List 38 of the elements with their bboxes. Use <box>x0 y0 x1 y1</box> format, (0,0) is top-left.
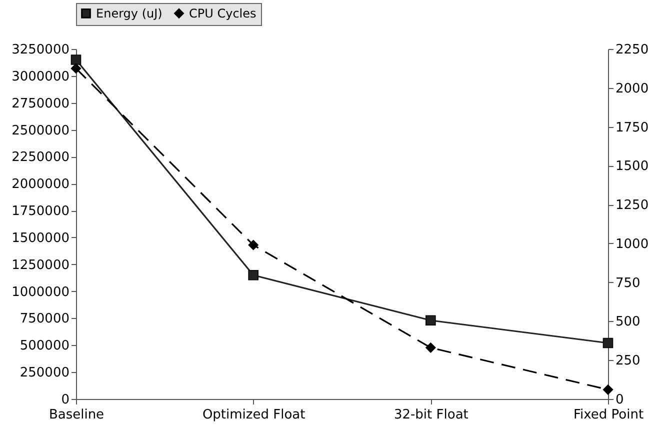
x-tick-label: 32-bit Float <box>394 408 468 422</box>
y-tick-label: 1000000 <box>12 284 70 300</box>
y2-tick-label: 1000 <box>616 236 649 252</box>
y-tick-label: 750000 <box>20 312 70 327</box>
y2-tick-label: 250 <box>616 354 640 369</box>
point <box>248 240 258 250</box>
legend-label: CPU Cycles <box>189 6 256 20</box>
y2-tick-label: 2250 <box>616 42 649 58</box>
y-tick-label: 0 <box>61 392 70 408</box>
y-tick-label: 2250000 <box>12 150 70 166</box>
y-tick-label: 250000 <box>20 366 70 381</box>
y-tick-label: 3000000 <box>12 69 70 84</box>
y2-tick-label: 1250 <box>616 198 649 214</box>
y-tick-label: 1250000 <box>12 258 70 273</box>
point <box>426 315 436 326</box>
point <box>248 270 258 280</box>
y-tick-label: 500000 <box>20 338 70 354</box>
y2-tick-label: 500 <box>616 314 640 330</box>
point <box>426 342 436 353</box>
legend-label: Energy (uJ) <box>96 6 162 20</box>
point <box>70 63 82 74</box>
y2-tick-label: 1750 <box>616 120 649 136</box>
y2-tick-label: 750 <box>616 276 640 291</box>
y2-tick-label: 0 <box>616 392 624 408</box>
y-tick-label: 2750000 <box>12 96 70 112</box>
y-tick-label: 1500000 <box>12 230 70 246</box>
x-tick-label: Fixed Point <box>573 408 644 422</box>
y-tick-label: 3250000 <box>12 42 70 58</box>
y-tick-label: 2000000 <box>12 177 70 192</box>
y2-tick-label: 2000 <box>616 81 649 96</box>
y-tick-label: 1750000 <box>12 204 70 220</box>
x-tick-label: Baseline <box>48 408 104 422</box>
point <box>602 384 614 395</box>
x-tick-label: Optimized Float <box>202 408 306 422</box>
point <box>70 54 82 65</box>
y-tick-label: 2500000 <box>12 123 70 138</box>
y2-tick-label: 1500 <box>616 159 649 174</box>
point <box>602 338 614 348</box>
